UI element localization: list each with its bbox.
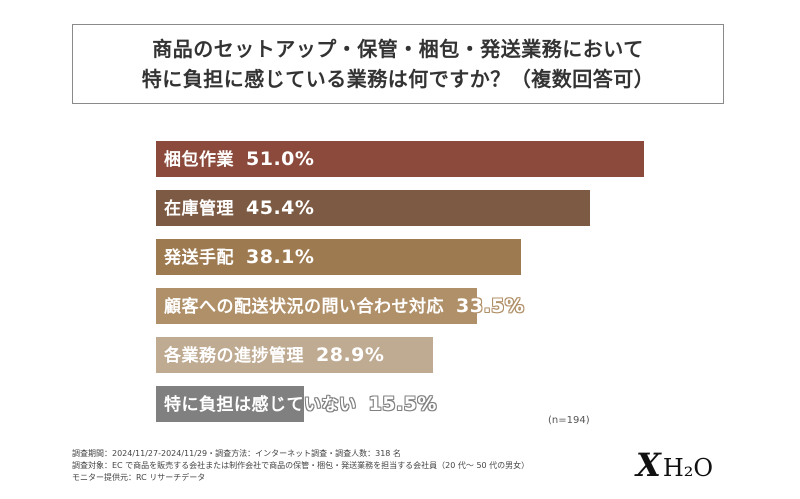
- value-label: 51.0%: [246, 148, 315, 170]
- category-label: 在庫管理: [164, 199, 234, 219]
- category-label: 特に負担は感じていない: [164, 395, 357, 415]
- bar: [156, 190, 590, 226]
- category-label: 顧客への配送状況の問い合わせ対応: [164, 297, 444, 317]
- footnote-line-source: モニター提供元：RC リサーチデータ: [72, 473, 206, 482]
- category-label: 各業務の進捗管理: [164, 346, 304, 366]
- title-line-1: 商品のセットアップ・保管・梱包・発送業務において: [152, 37, 644, 61]
- value-label: 33.5%: [456, 295, 525, 317]
- bar: [156, 288, 477, 324]
- bar: [156, 239, 521, 275]
- bar: [156, 337, 433, 373]
- value-label: 38.1%: [246, 246, 315, 268]
- bar: [156, 386, 304, 422]
- xh2o-logo: XH₂O: [636, 446, 713, 484]
- footnote-line-target: 調査対象：EC で商品を販売する会社または制作会社で商品の保管・梱包・発送業務を…: [72, 461, 530, 470]
- category-label: 発送手配: [164, 248, 234, 268]
- logo-h2o: H₂O: [662, 454, 714, 482]
- title-line-2: 特に負担に感じている業務は何ですか？（複数回答可）: [141, 67, 655, 91]
- sample-size-note: (n=194): [548, 415, 590, 426]
- bar-label: 顧客への配送状況の問い合わせ対応 33.5%: [164, 288, 524, 324]
- category-label: 梱包作業: [164, 150, 234, 170]
- bar-label: 各業務の進捗管理 28.9%: [164, 337, 384, 373]
- bar-label: 特に負担は感じていない 15.5%: [164, 386, 437, 422]
- bar-label: 梱包作業 51.0%: [164, 141, 314, 177]
- bar-label: 発送手配 38.1%: [164, 239, 314, 275]
- title-box: 商品のセットアップ・保管・梱包・発送業務において 特に負担に感じている業務は何で…: [72, 24, 724, 104]
- footnote-line-period: 調査期間：2024/11/27-2024/11/29・調査方法：インターネット調…: [72, 449, 401, 458]
- logo-x: X: [636, 446, 661, 484]
- bar: [156, 141, 644, 177]
- value-label: 15.5%: [368, 393, 437, 415]
- value-label: 45.4%: [246, 197, 315, 219]
- bar-label: 在庫管理 45.4%: [164, 190, 314, 226]
- survey-footnote: 調査期間：2024/11/27-2024/11/29・調査方法：インターネット調…: [72, 448, 529, 484]
- value-label: 28.9%: [316, 344, 385, 366]
